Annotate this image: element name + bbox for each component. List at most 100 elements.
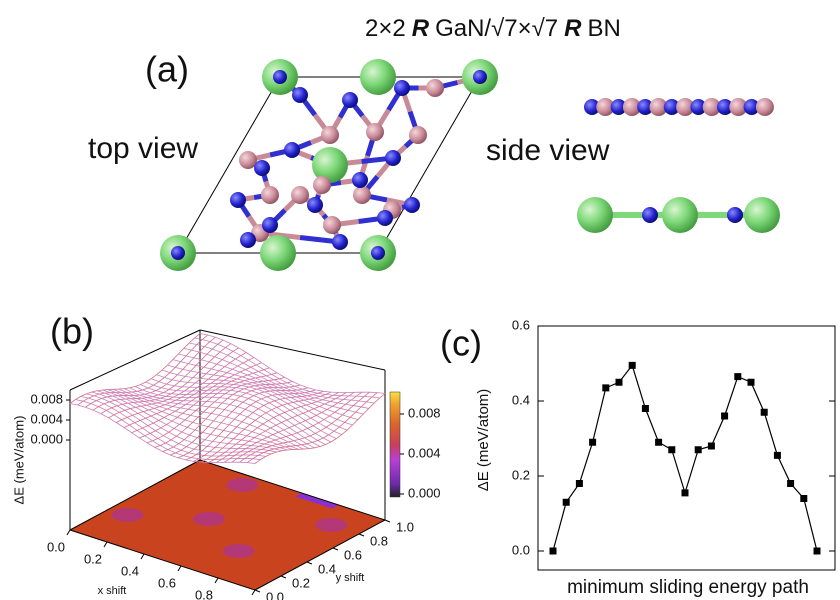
- n-atom: [230, 192, 246, 208]
- y-tick-label: 0.8: [370, 533, 388, 548]
- z-tick-label: 0.008: [30, 391, 63, 406]
- b-atom: [756, 98, 774, 116]
- y-tick-label: 0.0: [266, 589, 284, 600]
- data-point: [721, 413, 728, 420]
- x-axis-label: minimum sliding energy path: [567, 577, 809, 598]
- y-axis-label: ΔE (meV/atom): [475, 389, 492, 492]
- b-atom: [353, 186, 371, 204]
- title-part: R: [412, 15, 430, 42]
- n-atom: [342, 92, 358, 108]
- colorbar-tick-label: 0.008: [408, 405, 441, 420]
- data-point: [774, 452, 781, 459]
- x-tick-label: 0.8: [195, 587, 213, 600]
- n-atom: [404, 197, 420, 213]
- y-tick-label: 0.2: [512, 467, 530, 482]
- panel-label: (c): [440, 323, 482, 364]
- view-label: top view: [88, 132, 198, 165]
- n-atom: [254, 160, 270, 176]
- plot-frame: [538, 326, 835, 570]
- n-atom: [284, 142, 300, 158]
- n-atom: [352, 172, 368, 188]
- x-tick: [215, 578, 218, 583]
- data-point: [616, 379, 623, 386]
- n-atom: [307, 197, 323, 213]
- y-tick-label: 0.4: [318, 561, 336, 576]
- y-tick: [281, 576, 286, 578]
- data-point: [550, 548, 557, 555]
- data-point: [734, 373, 741, 380]
- n-atom: [642, 207, 658, 223]
- n-atom: [240, 232, 256, 248]
- ga-atom: [744, 197, 780, 233]
- x-tick-label: 0.2: [84, 551, 102, 566]
- y-tick-label: 0.6: [512, 317, 530, 332]
- heatmap-patch: [193, 512, 225, 526]
- view-label: side view: [486, 134, 610, 167]
- data-point: [602, 384, 609, 391]
- y-axis-label: y shift: [336, 572, 365, 584]
- n-atom: [332, 234, 348, 250]
- x-tick: [67, 530, 70, 535]
- heatmap-patch: [223, 544, 255, 558]
- y-tick: [385, 520, 390, 522]
- x-tick-label: 0.0: [47, 539, 65, 554]
- y-tick-label: 0.2: [292, 575, 310, 590]
- colorbar-tick-label: 0.000: [408, 485, 441, 500]
- data-point: [800, 495, 807, 502]
- x-tick-label: 0.6: [158, 575, 176, 590]
- title-part: 2×2: [365, 15, 406, 42]
- b-atom: [426, 79, 444, 97]
- n-atom: [394, 80, 410, 96]
- x-tick-label: 0.4: [121, 563, 139, 578]
- data-point: [761, 409, 768, 416]
- n-atom: [377, 210, 393, 226]
- surface-mesh: [255, 394, 385, 464]
- data-point: [708, 443, 715, 450]
- b-atom: [291, 186, 309, 204]
- y-tick-label: 0.0: [512, 542, 530, 557]
- crystal-structure: [160, 59, 498, 271]
- y-tick-label: 0.4: [512, 392, 530, 407]
- title-part: GaN/√7×√7: [435, 15, 558, 42]
- surface-mesh: [70, 404, 255, 464]
- data-point: [576, 480, 583, 487]
- n-atom: [727, 207, 743, 223]
- title-part: BN: [587, 15, 620, 42]
- y-tick: [333, 548, 338, 550]
- z-tick-label: 0.000: [30, 431, 63, 446]
- n-atom: [371, 246, 385, 260]
- colorbar: [390, 392, 400, 497]
- n-atom: [273, 70, 287, 84]
- b-atom: [409, 126, 427, 144]
- ga-atom: [260, 235, 296, 271]
- data-point: [655, 439, 662, 446]
- x-tick: [178, 566, 181, 571]
- data-point: [682, 489, 689, 496]
- n-atom: [262, 217, 278, 233]
- heatmap-patch: [112, 508, 144, 522]
- x-tick: [252, 590, 255, 595]
- colorbar-tick-label: 0.004: [408, 445, 441, 460]
- b-atom: [323, 216, 341, 234]
- data-point: [787, 480, 794, 487]
- surface-plot: 0.000 0.004 0.008 ΔE (meV/atom) 0.0 0.2 0.4 0.6…: [11, 330, 440, 600]
- z-axis-label: ΔE (meV/atom): [11, 416, 26, 505]
- n-atom: [292, 87, 308, 103]
- line-chart: 0.0 0.2 0.4 0.6 ΔE (meV/atom) minimum sliding…: [475, 317, 835, 598]
- panel-label: (a): [145, 49, 189, 90]
- b-atom: [313, 176, 331, 194]
- data-point: [563, 499, 570, 506]
- data-point: [629, 362, 636, 369]
- heatmap-patch: [315, 518, 347, 532]
- data-point: [814, 548, 821, 555]
- title: 2×2RGaN/√7×√7RBN: [365, 15, 621, 42]
- n-atom: [171, 246, 185, 260]
- b-atom: [261, 186, 279, 204]
- title-part: R: [564, 15, 582, 42]
- data-point: [642, 405, 649, 412]
- n-atom: [385, 150, 401, 166]
- ga-atom: [577, 197, 613, 233]
- y-tick: [307, 562, 312, 564]
- y-tick-label: 1.0: [396, 519, 414, 534]
- y-tick-label: 0.6: [344, 547, 362, 562]
